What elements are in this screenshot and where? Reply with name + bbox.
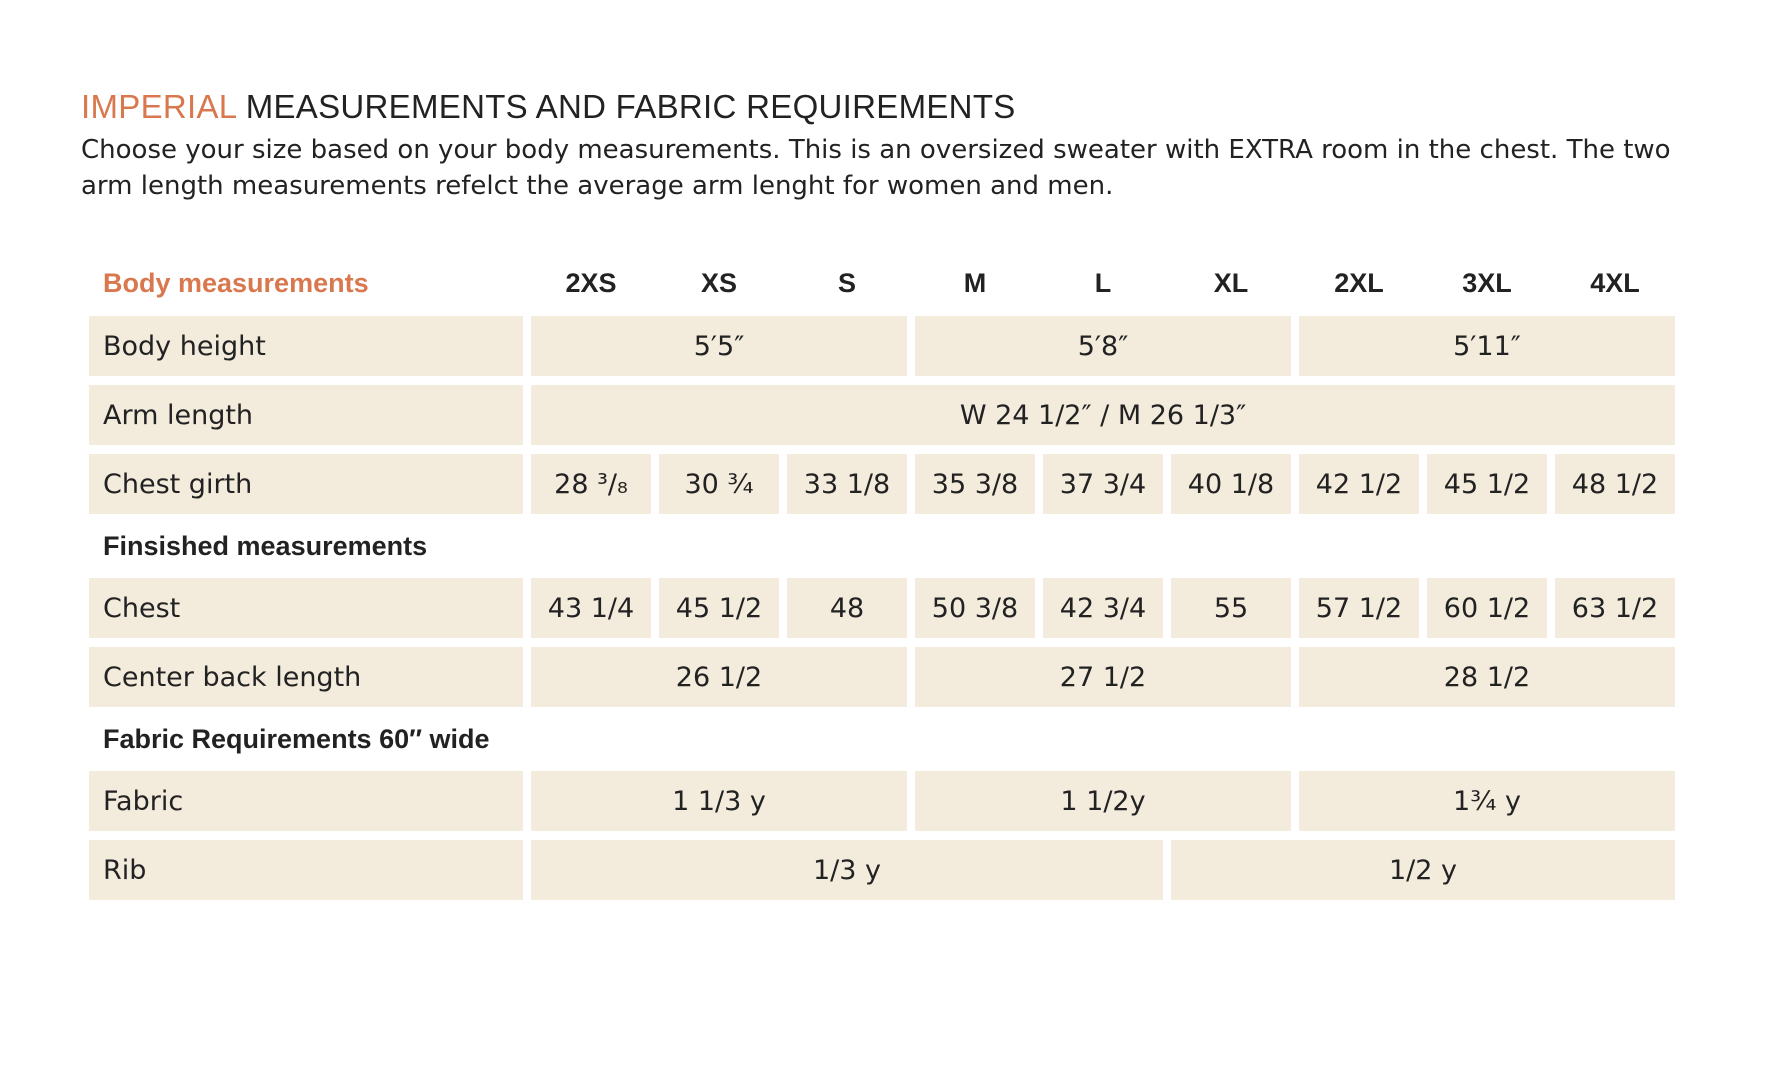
section-label: Fabric Requirements 60″ wide (103, 723, 490, 754)
cell: 30 ¾ (659, 454, 779, 514)
row-label: Fabric (89, 771, 523, 831)
cell: 60 1/2 (1427, 578, 1547, 638)
size: XL (1213, 267, 1249, 298)
row-label: Chest (89, 578, 523, 638)
row: Fabric 1 1/3 y 1 1/2y 1¾ y (89, 771, 1675, 831)
cell: 5′8″ (915, 316, 1291, 376)
section-row: Fabric Requirements 60″ wide (89, 716, 1675, 762)
size: 3XL (1462, 267, 1512, 298)
cell: 42 1/2 (1299, 454, 1419, 514)
cell: 55 (1171, 578, 1291, 638)
cell: 48 (787, 578, 907, 638)
size: S (837, 267, 856, 298)
cell: 5′5″ (531, 316, 907, 376)
section-label: Finsished measurements (103, 530, 428, 561)
row: Rib 1/3 y 1/2 y (89, 840, 1675, 900)
size: XS (700, 267, 738, 298)
cell: 40 1/8 (1171, 454, 1291, 514)
header: IMPERIAL MEASUREMENTS AND FABRIC REQUIRE… (81, 88, 1721, 204)
cell: 63 1/2 (1555, 578, 1675, 638)
cell: 1/2 y (1171, 840, 1675, 900)
title-highlight: IMPERIAL (81, 88, 237, 125)
cell: 28 ³/₈ (531, 454, 651, 514)
size: 2XL (1334, 267, 1384, 298)
row-label: Body height (89, 316, 523, 376)
row-label: Center back length (89, 647, 523, 707)
cell: 50 3/8 (915, 578, 1035, 638)
section-header: Body measurements (103, 267, 369, 298)
row-label: Rib (89, 840, 523, 900)
cell: 45 1/2 (1427, 454, 1547, 514)
size: M (963, 267, 987, 298)
row-label: Chest girth (89, 454, 523, 514)
row: Center back length 26 1/2 27 1/2 28 1/2 (89, 647, 1675, 707)
row: Body height 5′5″ 5′8″ 5′11″ (89, 316, 1675, 376)
row: Chest 43 1/4 45 1/2 48 50 3/8 42 3/4 55 57 1/2 6… (89, 578, 1675, 638)
row: Chest girth 28 ³/₈ 30 ¾ 33 1/8 35 3/8 37 3/4 4… (89, 454, 1675, 514)
cell: 1¾ y (1299, 771, 1675, 831)
section-row: Finsished measurements (89, 523, 1675, 569)
cell: 42 3/4 (1043, 578, 1163, 638)
row: Arm length W 24 1/2″ / M 26 1/3″ (89, 385, 1675, 445)
size: L (1094, 267, 1112, 298)
cell: 57 1/2 (1299, 578, 1419, 638)
title: IMPERIAL MEASUREMENTS AND FABRIC REQUIRE… (81, 88, 1721, 126)
cell: 35 3/8 (915, 454, 1035, 514)
cell: 37 3/4 (1043, 454, 1163, 514)
cell: 28 1/2 (1299, 647, 1675, 707)
row-label: Arm length (89, 385, 523, 445)
cell: 45 1/2 (659, 578, 779, 638)
title-rest: MEASUREMENTS AND FABRIC REQUIREMENTS (245, 88, 1016, 125)
description: Choose your size based on your body meas… (81, 135, 1671, 201)
size: 4XL (1590, 267, 1640, 298)
cell: 48 1/2 (1555, 454, 1675, 514)
cell: 43 1/4 (531, 578, 651, 638)
header-row: Body measurements 2XS XS S M L XL 2XL 3X… (89, 259, 1675, 307)
cell: W 24 1/2″ / M 26 1/3″ (531, 385, 1675, 445)
cell: 1 1/2y (915, 771, 1291, 831)
cell: 5′11″ (1299, 316, 1675, 376)
cell: 26 1/2 (531, 647, 907, 707)
size: 2XS (565, 267, 617, 298)
cell: 27 1/2 (915, 647, 1291, 707)
cell: 1/3 y (531, 840, 1163, 900)
cell: 1 1/3 y (531, 771, 907, 831)
cell: 33 1/8 (787, 454, 907, 514)
size-table: Body measurements 2XS XS S M L XL 2XL 3X… (81, 250, 1683, 909)
